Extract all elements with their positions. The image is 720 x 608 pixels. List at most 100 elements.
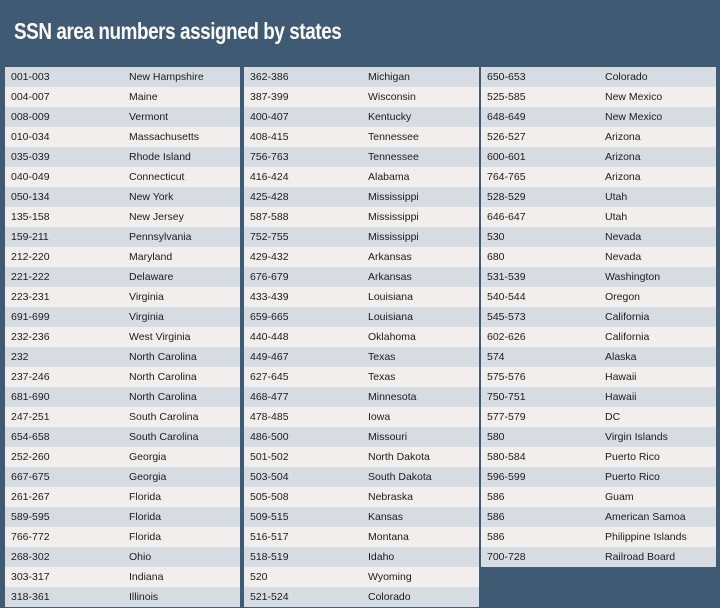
state-name: Pennsylvania bbox=[129, 231, 192, 243]
area-range: 468-477 bbox=[250, 391, 289, 403]
area-range: 530 bbox=[487, 231, 505, 243]
table-row: 261-267 Florida bbox=[5, 487, 240, 507]
table-row: 433-439 Louisiana bbox=[244, 287, 479, 307]
area-range: 700-728 bbox=[487, 551, 526, 563]
area-range: 648-649 bbox=[487, 111, 526, 123]
table-row: 540-544 Oregon bbox=[481, 287, 716, 307]
table-row: 586 Philippine Islands bbox=[481, 527, 716, 547]
state-name: New Hampshire bbox=[129, 71, 204, 83]
table-row: 004-007 Maine bbox=[5, 87, 240, 107]
area-range: 433-439 bbox=[250, 291, 289, 303]
state-name: Nevada bbox=[605, 231, 642, 243]
table-row: 010-034 Massachusetts bbox=[5, 127, 240, 147]
state-name: Delaware bbox=[129, 271, 174, 283]
state-name: Virgin Islands bbox=[605, 431, 668, 443]
area-range: 525-585 bbox=[487, 91, 526, 103]
state-name: North Dakota bbox=[368, 451, 430, 463]
area-range: 505-508 bbox=[250, 491, 289, 503]
table-column: 001-003 New Hampshire 004-007 Maine 008-009 V… bbox=[5, 67, 240, 607]
state-name: Utah bbox=[605, 211, 628, 223]
table-row: 650-653 Colorado bbox=[481, 67, 716, 87]
area-range: 574 bbox=[487, 351, 505, 363]
area-range: 247-251 bbox=[11, 411, 50, 423]
state-name: Kentucky bbox=[368, 111, 412, 123]
state-name: North Carolina bbox=[129, 351, 197, 363]
area-range: 237-246 bbox=[11, 371, 50, 383]
table-row: 516-517 Montana bbox=[244, 527, 479, 547]
state-name: Missouri bbox=[368, 431, 408, 443]
table-row: 232-236 West Virginia bbox=[5, 327, 240, 347]
state-name: South Dakota bbox=[368, 471, 432, 483]
state-name: Guam bbox=[605, 491, 634, 503]
state-name: Philippine Islands bbox=[605, 531, 687, 543]
table-row: 596-599 Puerto Rico bbox=[481, 467, 716, 487]
area-range: 680 bbox=[487, 251, 505, 263]
state-name: Connecticut bbox=[129, 171, 185, 183]
table-row: 676-679 Arkansas bbox=[244, 267, 479, 287]
area-range: 425-428 bbox=[250, 191, 289, 203]
state-name: Maryland bbox=[129, 251, 173, 263]
table-row: 648-649 New Mexico bbox=[481, 107, 716, 127]
area-range: 602-626 bbox=[487, 331, 526, 343]
state-name: Oregon bbox=[605, 291, 641, 303]
area-range: 501-502 bbox=[250, 451, 289, 463]
table-row: 691-699 Virginia bbox=[5, 307, 240, 327]
area-range: 221-222 bbox=[11, 271, 50, 283]
state-name: South Carolina bbox=[129, 411, 199, 423]
state-name: Florida bbox=[129, 531, 162, 543]
table-row: 503-504 South Dakota bbox=[244, 467, 479, 487]
area-range: 691-699 bbox=[11, 311, 50, 323]
area-range: 627-645 bbox=[250, 371, 289, 383]
area-range: 268-302 bbox=[11, 551, 50, 563]
area-range: 577-579 bbox=[487, 411, 526, 423]
area-range: 159-211 bbox=[11, 231, 49, 243]
state-name: Georgia bbox=[129, 471, 167, 483]
area-range: 681-690 bbox=[11, 391, 50, 403]
area-range: 575-576 bbox=[487, 371, 526, 383]
area-range: 232 bbox=[11, 351, 29, 363]
state-name: New Mexico bbox=[605, 111, 663, 123]
area-range: 586 bbox=[487, 531, 505, 543]
area-range: 503-504 bbox=[250, 471, 289, 483]
table-row: 362-386 Michigan bbox=[244, 67, 479, 87]
state-name: Washington bbox=[605, 271, 661, 283]
table-row: 040-049 Connecticut bbox=[5, 167, 240, 187]
table-row: 223-231 Virginia bbox=[5, 287, 240, 307]
table-row: 486-500 Missouri bbox=[244, 427, 479, 447]
table-row: 521-524 Colorado bbox=[244, 587, 479, 607]
table-row: 416-424 Alabama bbox=[244, 167, 479, 187]
table-row: 600-601 Arizona bbox=[481, 147, 716, 167]
state-name: Wisconsin bbox=[368, 91, 416, 103]
table-row: 667-675 Georgia bbox=[5, 467, 240, 487]
table-row: 574 Alaska bbox=[481, 347, 716, 367]
table-row: 429-432 Arkansas bbox=[244, 247, 479, 267]
table-row: 400-407 Kentucky bbox=[244, 107, 479, 127]
table-row: 247-251 South Carolina bbox=[5, 407, 240, 427]
area-range: 531-539 bbox=[487, 271, 526, 283]
state-name: Oklahoma bbox=[368, 331, 416, 343]
table-row: 545-573 California bbox=[481, 307, 716, 327]
state-name: Virginia bbox=[129, 311, 164, 323]
area-range: 400-407 bbox=[250, 111, 289, 123]
table-row: 449-467 Texas bbox=[244, 347, 479, 367]
state-name: Nevada bbox=[605, 251, 642, 263]
state-name: Nebraska bbox=[368, 491, 413, 503]
table-row: 681-690 North Carolina bbox=[5, 387, 240, 407]
table-row: 408-415 Tennessee bbox=[244, 127, 479, 147]
table-row: 525-585 New Mexico bbox=[481, 87, 716, 107]
area-range: 223-231 bbox=[11, 291, 50, 303]
state-name: Texas bbox=[368, 351, 396, 363]
state-name: West Virginia bbox=[129, 331, 191, 343]
area-range: 667-675 bbox=[11, 471, 50, 483]
area-range: 001-003 bbox=[11, 71, 50, 83]
state-name: Arizona bbox=[605, 131, 641, 143]
area-range: 429-432 bbox=[250, 251, 289, 263]
table-row: 752-755 Mississippi bbox=[244, 227, 479, 247]
table-row: 654-658 South Carolina bbox=[5, 427, 240, 447]
state-name: North Carolina bbox=[129, 391, 197, 403]
table-row: 425-428 Mississippi bbox=[244, 187, 479, 207]
table-row: 159-211 Pennsylvania bbox=[5, 227, 240, 247]
area-range: 135-158 bbox=[11, 211, 50, 223]
state-name: California bbox=[605, 311, 650, 323]
